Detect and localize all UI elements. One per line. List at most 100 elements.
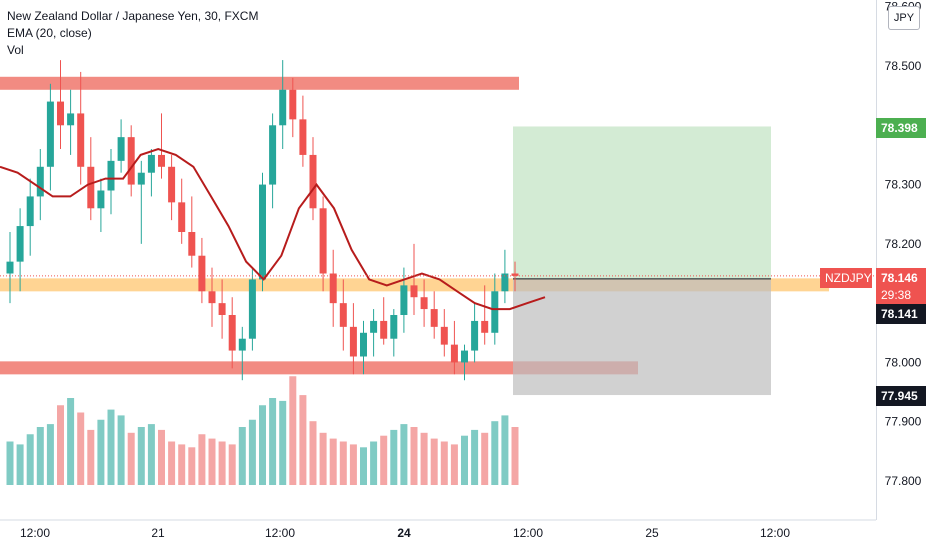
candle-body bbox=[158, 154, 165, 167]
volume-bar bbox=[370, 441, 378, 485]
volume-bar bbox=[147, 424, 155, 485]
countdown-tag: 29:38 bbox=[876, 285, 926, 305]
x-tick-label: 21 bbox=[151, 526, 165, 540]
candle-body bbox=[309, 154, 317, 209]
volume-bar bbox=[430, 438, 438, 485]
candle-body bbox=[299, 119, 307, 155]
volume-bar bbox=[168, 441, 176, 485]
volume-bar bbox=[450, 444, 458, 485]
volume-bar bbox=[16, 444, 24, 485]
volume-bar bbox=[319, 432, 327, 485]
loss-zone bbox=[513, 278, 771, 396]
volume-bar bbox=[501, 415, 509, 485]
candle-body bbox=[97, 190, 105, 209]
legend-title: New Zealand Dollar / Japanese Yen, 30, F… bbox=[7, 9, 259, 23]
candle-body bbox=[511, 273, 519, 276]
volume-bar bbox=[471, 429, 479, 485]
volume-bar bbox=[218, 441, 226, 485]
candle-body bbox=[349, 326, 357, 357]
candle-body bbox=[450, 344, 458, 363]
candle-body bbox=[77, 113, 85, 167]
x-tick-label: 12:00 bbox=[20, 526, 50, 540]
volume-bar bbox=[178, 444, 186, 485]
volume-bar bbox=[208, 438, 216, 485]
candle-body bbox=[16, 226, 24, 262]
candle-body bbox=[390, 315, 398, 339]
volume-bar bbox=[107, 409, 115, 485]
volume-bar bbox=[269, 398, 277, 485]
volume-bar bbox=[420, 432, 428, 485]
candle-body bbox=[198, 255, 206, 292]
y-tick-label: 77.900 bbox=[885, 415, 922, 429]
candle-body bbox=[67, 113, 75, 126]
volume-bar bbox=[77, 412, 85, 485]
volume-bar bbox=[67, 398, 75, 485]
price-axis-separator bbox=[876, 0, 877, 520]
candle-body bbox=[46, 101, 54, 167]
x-tick-label: 12:00 bbox=[760, 526, 790, 540]
y-tick-label: 78.200 bbox=[885, 237, 922, 251]
candle-body bbox=[481, 320, 489, 333]
candle-body bbox=[380, 320, 388, 339]
legend-ema: EMA (20, close) bbox=[7, 26, 92, 40]
candle-body bbox=[6, 261, 14, 274]
profit-zone bbox=[513, 126, 771, 279]
candle-body bbox=[188, 232, 196, 256]
volume-bar bbox=[380, 435, 388, 485]
candle-body bbox=[471, 320, 479, 351]
y-tick-label: 77.800 bbox=[885, 474, 922, 488]
volume-bar bbox=[339, 441, 347, 485]
volume-bar bbox=[97, 419, 105, 485]
volume-bar bbox=[360, 447, 367, 485]
candle-body bbox=[238, 338, 246, 351]
candle-body bbox=[248, 279, 256, 339]
volume-bar bbox=[228, 444, 236, 485]
chart-legend: New Zealand Dollar / Japanese Yen, 30, F… bbox=[7, 8, 258, 59]
candle-body bbox=[461, 350, 468, 363]
entry-price-tag: 78.141 bbox=[876, 304, 926, 324]
candle-body bbox=[360, 332, 367, 357]
candle-body bbox=[329, 273, 337, 304]
volume-bar bbox=[299, 395, 307, 485]
currency-unit-button[interactable]: JPY bbox=[888, 6, 920, 30]
candle-body bbox=[107, 160, 115, 191]
candle-body bbox=[168, 166, 176, 203]
legend-volume: Vol bbox=[7, 43, 24, 57]
volume-bar bbox=[117, 415, 125, 485]
volume-bar bbox=[309, 421, 317, 485]
volume-bar bbox=[491, 421, 499, 485]
x-tick-label: 12:00 bbox=[265, 526, 295, 540]
candle-body bbox=[127, 137, 135, 185]
volume-bar bbox=[36, 427, 44, 485]
y-tick-label: 78.300 bbox=[885, 178, 922, 192]
range-low-zone bbox=[0, 361, 638, 375]
target-price-tag: 78.398 bbox=[876, 118, 926, 138]
candle-body bbox=[410, 285, 418, 298]
volume-bar bbox=[248, 419, 256, 485]
candle-body bbox=[137, 172, 145, 185]
candle-body bbox=[370, 320, 378, 333]
volume-bar bbox=[57, 405, 64, 485]
x-tick-label: 12:00 bbox=[513, 526, 543, 540]
candle-body bbox=[491, 291, 499, 333]
candle-body bbox=[259, 184, 266, 280]
x-tick-label: 24 bbox=[397, 526, 411, 540]
volume-bar bbox=[238, 427, 246, 485]
volume-bar bbox=[440, 441, 448, 485]
candle-body bbox=[400, 285, 408, 315]
resistance-zone bbox=[0, 76, 519, 90]
candle-body bbox=[339, 303, 347, 327]
volume-bar bbox=[400, 424, 408, 485]
volume-bar bbox=[198, 434, 206, 485]
last-price-tag: 78.146 bbox=[876, 268, 926, 288]
volume-bar bbox=[481, 432, 489, 485]
candle-body bbox=[228, 315, 236, 351]
candle-body bbox=[319, 208, 327, 274]
candle-body bbox=[269, 125, 277, 185]
volume-bar bbox=[329, 438, 337, 485]
candle-body bbox=[430, 309, 438, 327]
candle-body bbox=[178, 202, 186, 232]
candle-body bbox=[420, 297, 428, 310]
volume-bar bbox=[289, 376, 297, 485]
